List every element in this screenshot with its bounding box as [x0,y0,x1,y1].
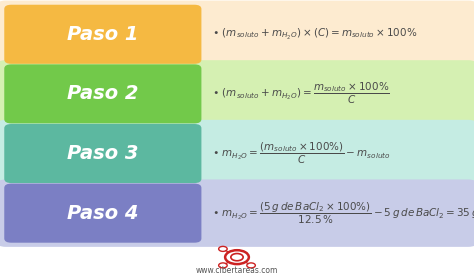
Text: $\bullet\ (m_{soluto} + m_{H_2O}) \times (C) = m_{soluto} \times 100\%$: $\bullet\ (m_{soluto} + m_{H_2O}) \times… [212,27,417,42]
FancyBboxPatch shape [0,120,474,187]
FancyBboxPatch shape [4,124,201,183]
FancyBboxPatch shape [0,180,474,247]
FancyBboxPatch shape [4,5,201,64]
Text: $\bullet\ m_{H_2O} = \dfrac{(5\,g\,de\,BaCl_2 \times 100\%)}{12.5\,\%} - 5\,g\,d: $\bullet\ m_{H_2O} = \dfrac{(5\,g\,de\,B… [212,200,474,226]
Text: www.cibertareas.com: www.cibertareas.com [196,266,278,275]
FancyBboxPatch shape [0,60,474,128]
Text: Paso 4: Paso 4 [67,204,138,223]
FancyBboxPatch shape [4,64,201,123]
Text: Paso 2: Paso 2 [67,85,138,103]
Text: $\bullet\ (m_{soluto} + m_{H_2O}) = \dfrac{m_{soluto} \times 100\%}{C}$: $\bullet\ (m_{soluto} + m_{H_2O}) = \dfr… [212,81,390,106]
Text: Paso 1: Paso 1 [67,25,138,44]
Text: Paso 3: Paso 3 [67,144,138,163]
FancyBboxPatch shape [4,183,201,243]
FancyBboxPatch shape [0,1,474,68]
Text: $\bullet\ m_{H_2O} = \dfrac{(m_{soluto} \times 100\%)}{C} - m_{soluto}$: $\bullet\ m_{H_2O} = \dfrac{(m_{soluto} … [212,141,391,166]
